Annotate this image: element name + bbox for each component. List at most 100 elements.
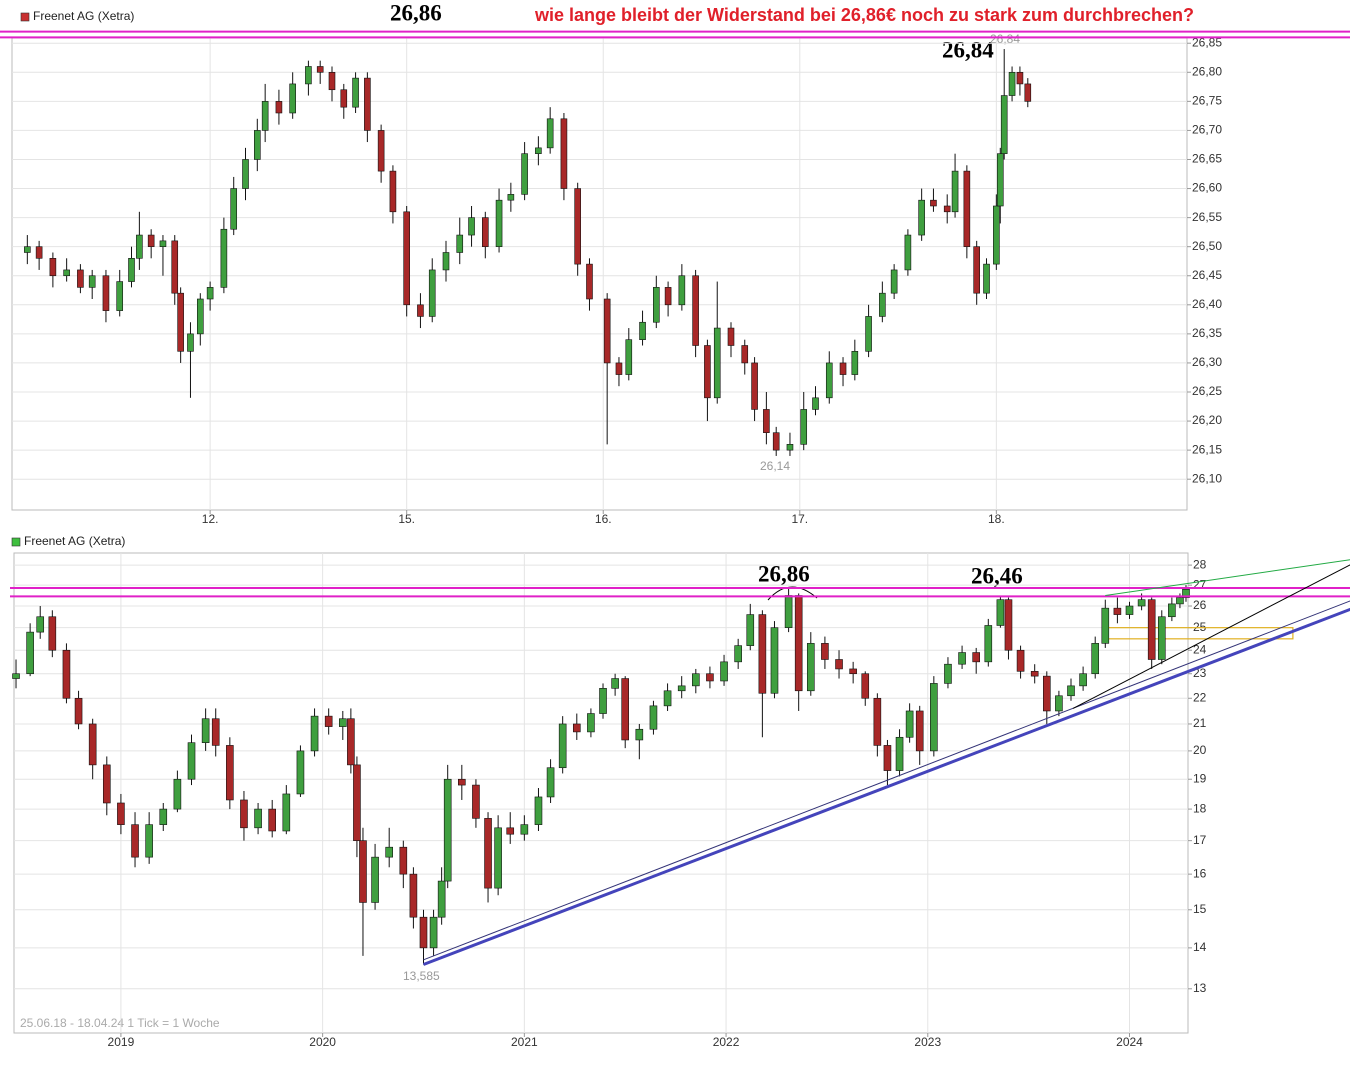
candle-body [930,683,938,752]
y-tick-label: 26,45 [1192,268,1222,282]
candle-body [117,802,125,825]
candle-body [429,916,438,949]
candle-body [678,275,686,306]
candle-body [951,170,959,213]
y-tick-label: 20 [1193,743,1207,757]
legend-label: Freenet AG (Xetra) [24,534,125,548]
y-tick-label: 26,70 [1192,123,1222,137]
candle-body [482,217,489,247]
x-tick-label: 17. [791,512,808,526]
candle-body [159,240,167,247]
y-tick-label: 26,65 [1192,152,1222,166]
y-tick-label: 22 [1193,690,1207,704]
candle-body [1182,588,1190,598]
candle-body [428,269,436,317]
candle-body [359,840,367,903]
y-tick-label: 26,50 [1192,239,1222,253]
candle-body [546,118,554,149]
candle-body [206,287,214,300]
candle-body [535,147,542,154]
candle-body [895,736,904,771]
y-tick-label: 26,15 [1192,442,1222,456]
y-tick-label: 13 [1193,981,1207,995]
candle-body [77,269,84,288]
x-tick-label: 2020 [309,1035,336,1049]
candle-body [472,784,480,819]
legend-swatch [20,12,30,22]
candle-body [385,846,393,858]
candle-body [328,71,336,91]
candle-body [88,275,96,288]
candle-body [741,345,749,364]
candle-body [347,718,355,766]
candle-body [220,228,228,288]
candle-body [611,678,619,689]
x-tick-label: 15. [398,512,415,526]
candle-body [1067,685,1075,697]
candle-body [649,705,658,730]
candle-body [48,616,57,651]
candle-body [1000,95,1008,154]
candle-body [177,292,184,352]
candle-body [772,432,780,451]
candle-body [713,327,721,399]
candle-body [74,697,83,725]
candle-body [835,659,843,670]
y-tick-label: 26,75 [1192,94,1222,108]
candle-body [324,715,333,727]
candle-body [305,66,312,85]
candle-body [340,89,348,108]
candle-body [253,130,261,160]
candle-body [399,846,408,875]
legend-swatch [11,537,21,547]
x-tick-label: 18. [988,512,1005,526]
x-tick-label: 12. [202,512,219,526]
y-tick-label: 14 [1193,940,1207,954]
candle-body [131,824,139,858]
candle-body [1079,673,1087,687]
candle-body [784,595,793,628]
candle-body [26,631,34,675]
candle-body [1147,599,1156,660]
annotation: 13,585 [403,969,440,983]
candle-body [1176,597,1184,605]
annotation: 26,46 [971,563,1023,588]
candle-body [603,298,611,364]
candle-body [242,159,249,189]
x-tick-label: 2023 [914,1035,941,1049]
candle-body [201,718,210,743]
candle-body [958,652,966,665]
candle-body [389,170,397,213]
annotation: 26,84 [990,32,1020,46]
candle-body [821,643,829,660]
candle-body [35,246,43,259]
candle-body [226,745,234,801]
candle-body [879,292,886,317]
y-tick-label: 26,35 [1192,326,1222,340]
candle-body [507,194,515,201]
x-tick-label: 2019 [108,1035,135,1049]
candle-body [352,77,359,108]
candle-body [1055,695,1063,712]
legend-label: Freenet AG (Xetra) [33,9,134,23]
candle-body [506,827,515,835]
candle-body [437,880,446,918]
candle-body [230,188,238,230]
candle-body [963,170,971,247]
candle-body [1016,649,1025,672]
candle-body [371,856,379,903]
candle-body [727,327,735,346]
y-tick-label: 15 [1193,902,1207,916]
candle-body [1016,71,1024,85]
x-tick-label: 2021 [511,1035,538,1049]
y-tick-label: 26,80 [1192,64,1222,78]
y-tick-label: 17 [1193,833,1207,847]
candle-body [972,652,980,663]
candle-body [800,409,808,445]
candle-body [851,351,859,375]
candle-body [763,409,770,433]
y-tick-label: 25 [1193,620,1207,634]
price-label: 26,86 [390,0,442,25]
candle-body [377,130,385,172]
trend-line [422,607,1350,966]
